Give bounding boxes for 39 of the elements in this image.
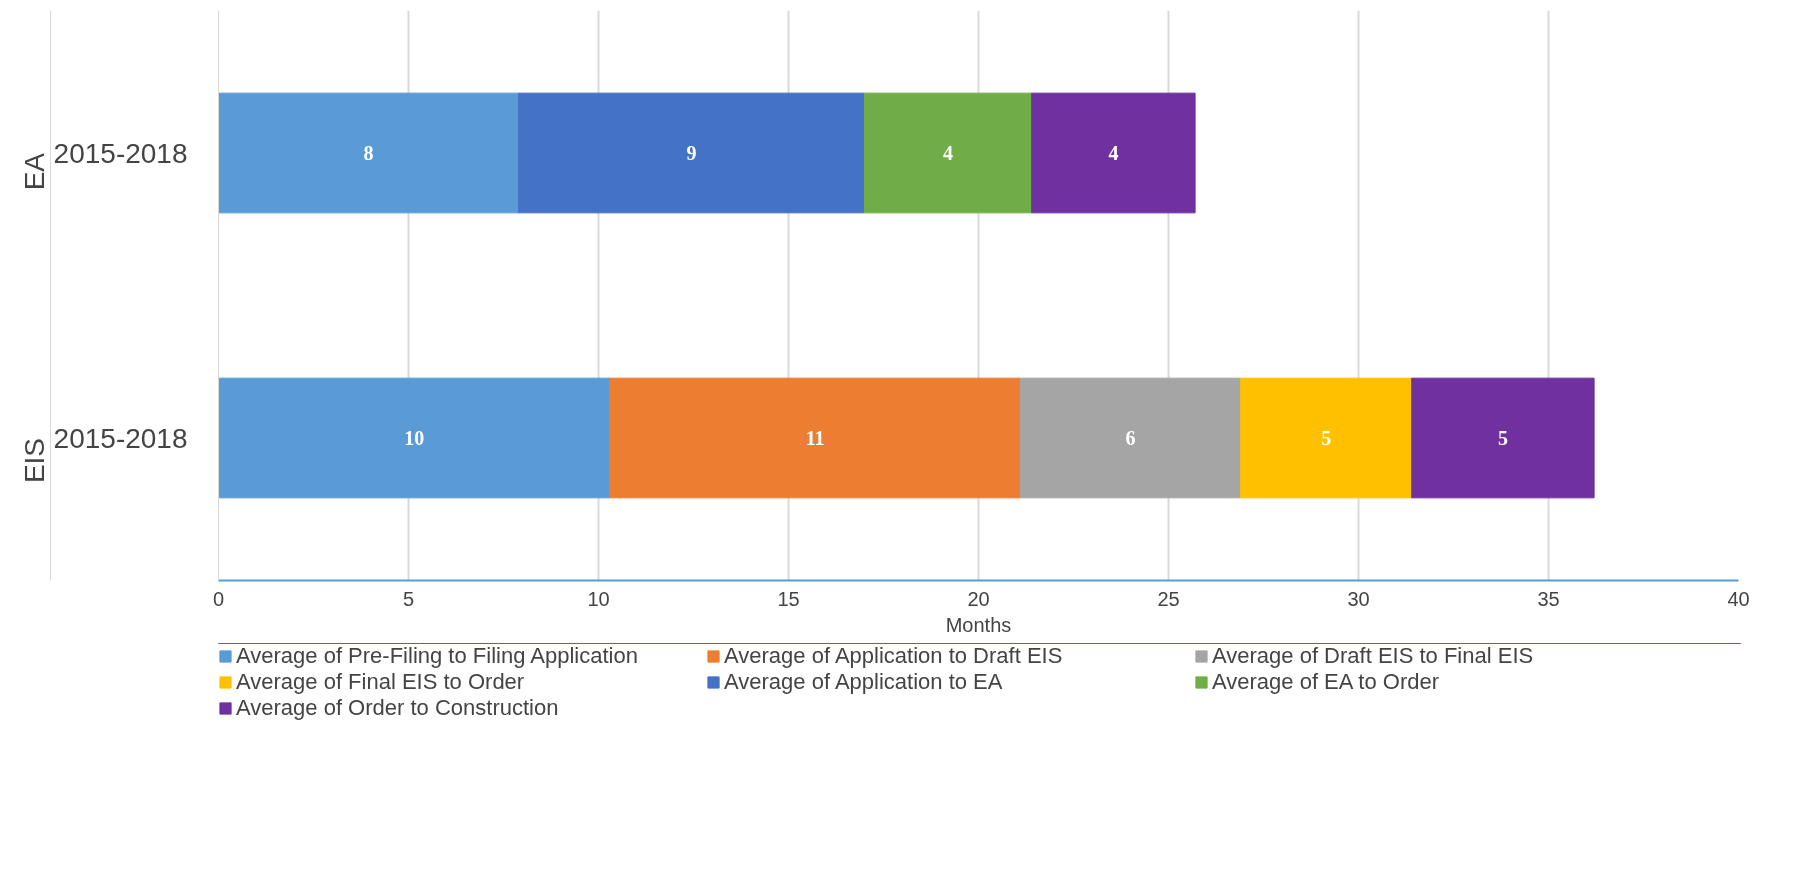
data-label: 4 [1108, 142, 1119, 164]
bar [218, 377, 611, 499]
x-tick-label: 0 [212, 587, 225, 610]
data-label: 5 [1497, 427, 1508, 449]
legend-label: Average of Application to Draft EIS [724, 643, 1064, 669]
x-tick-label: 5 [402, 587, 415, 610]
y-tick-label: 2015-2018 [53, 422, 188, 454]
data-label: 9 [686, 142, 697, 164]
x-tick-label: 25 [1157, 587, 1180, 610]
bar [218, 92, 520, 214]
legend-label: Average of Application to EA [724, 669, 1004, 695]
legend-label: Average of Final EIS to Order [236, 669, 526, 695]
text: EIS [19, 437, 50, 484]
data-label: 4 [943, 142, 954, 164]
bar [609, 377, 1021, 499]
bar [1019, 377, 1242, 499]
legend-label: Average of Pre-Filing to Filing Application [236, 643, 639, 669]
x-tick-label: 35 [1537, 587, 1560, 610]
x-tick-label: 40 [1727, 587, 1750, 610]
x-axis-title: Months [945, 613, 1012, 636]
bar [864, 92, 1033, 214]
legend-label: Average of Order to Construction [236, 695, 560, 721]
legend-label: Average of EA to Order [1212, 669, 1441, 695]
data-label: 10 [404, 427, 425, 449]
x-tick-label: 15 [777, 587, 800, 610]
bar [1411, 377, 1595, 499]
data-label: 8 [363, 142, 374, 164]
data-label: 5 [1321, 427, 1332, 449]
x-tick-label: 10 [587, 587, 610, 610]
x-tick-label: 20 [967, 587, 990, 610]
data-label: 11 [805, 427, 825, 449]
bar [1240, 377, 1413, 499]
y-tick-label: 2015-2018 [53, 137, 188, 169]
x-tick-label: 30 [1347, 587, 1370, 610]
bar [1031, 92, 1196, 214]
data-label: 6 [1125, 427, 1136, 449]
bar [518, 92, 865, 214]
text: EA [19, 152, 50, 191]
legend-label: Average of Draft EIS to Final EIS [1212, 643, 1535, 669]
